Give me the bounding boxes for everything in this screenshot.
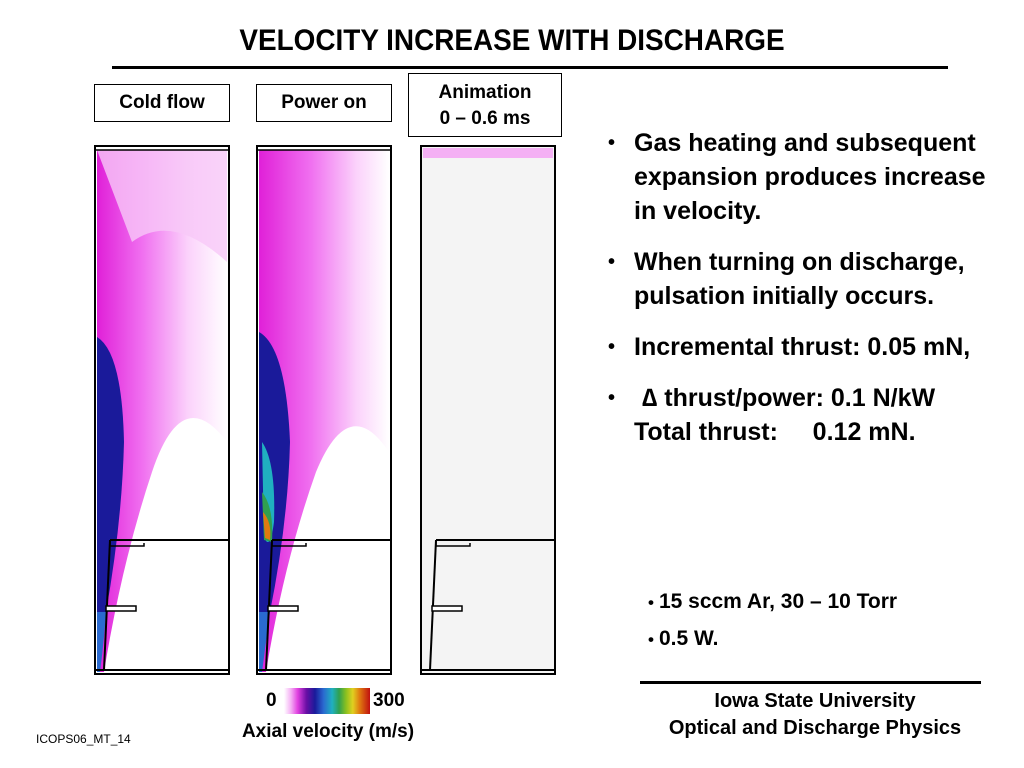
sub-bullet-dot: • — [648, 630, 654, 649]
slide-id: ICOPS06_MT_14 — [36, 732, 131, 746]
animation-nozzle-wall — [429, 539, 437, 671]
power-on-nozzle-wall — [265, 539, 273, 671]
bullet-item: • Incremental thrust: 0.05 mN, — [608, 330, 1008, 364]
cold-flow-core-tip — [97, 612, 106, 672]
cold-flow-electrode — [105, 605, 137, 612]
title-underline — [112, 66, 948, 69]
cold-flow-panel — [94, 145, 230, 675]
animation-panel[interactable] — [418, 142, 558, 680]
animation-electrode — [431, 605, 463, 612]
footer-rule — [640, 681, 981, 684]
bullet-dot: • — [608, 387, 616, 409]
sub-bullet-text: 15 sccm Ar, 30 – 10 Torr — [658, 590, 898, 613]
sub-bullet-1: • 15 sccm Ar, 30 – 10 Torr — [648, 590, 897, 614]
animation-frame — [420, 145, 556, 675]
bullet-dot: • — [608, 132, 616, 154]
power-on-label-text: Power on — [281, 92, 367, 113]
power-on-orange-band — [263, 512, 271, 540]
bullet-list: • Gas heating and subsequent expansion p… — [608, 126, 1008, 466]
total-thrust-line: Total thrust: 0.12 mN. — [634, 418, 916, 446]
cold-flow-label: Cold flow — [94, 84, 230, 122]
colorbar-max: 300 — [373, 690, 405, 711]
cold-flow-nozzle-wall — [103, 539, 111, 671]
colorbar-min: 0 — [266, 690, 277, 711]
bullet-text: Incremental thrust: 0.05 mN, — [634, 333, 971, 361]
cold-flow-outline — [94, 145, 230, 675]
sub-bullet-dot: • — [648, 593, 654, 612]
power-on-plume — [259, 150, 389, 672]
power-on-core — [259, 332, 290, 612]
power-on-electrode — [267, 605, 299, 612]
bullet-item: • Gas heating and subsequent expansion p… — [608, 126, 1008, 228]
cold-flow-top-region — [97, 150, 227, 262]
bullet-text: When turning on discharge, pulsation ini… — [634, 248, 965, 310]
bullet-item: • When turning on discharge, pulsation i… — [608, 245, 1008, 313]
cold-flow-label-text: Cold flow — [119, 92, 205, 113]
colorbar — [284, 688, 370, 714]
delta-thrust-line: ∆ thrust/power: 0.1 N/kW — [642, 384, 936, 412]
animation-label-line1: Animation — [438, 82, 532, 103]
animation-label: Animation 0 – 0.6 ms — [408, 73, 562, 137]
bullet-item: • ∆ thrust/power: 0.1 N/kW Total thrust:… — [608, 381, 1008, 449]
power-on-label: Power on — [256, 84, 392, 122]
bullet-text: Gas heating and subsequent expansion pro… — [634, 129, 986, 225]
bullet-dot: • — [608, 251, 616, 273]
cold-flow-plume — [97, 150, 227, 672]
colorbar-axis-label: Axial velocity (m/s) — [241, 721, 415, 742]
animation-top-strip — [423, 148, 553, 158]
animation-label-line2: 0 – 0.6 ms — [439, 108, 531, 129]
slide-title: VELOCITY INCREASE WITH DISCHARGE — [239, 24, 785, 57]
footer-group: Optical and Discharge Physics — [668, 717, 962, 739]
cold-flow-core — [97, 337, 124, 612]
power-on-outline — [256, 145, 392, 675]
bullet-dot: • — [608, 336, 616, 358]
sub-bullet-text: 0.5 W. — [658, 627, 719, 650]
footer-university: Iowa State University — [714, 690, 916, 712]
sub-bullet-2: • 0.5 W. — [648, 627, 718, 651]
power-on-panel — [256, 145, 392, 675]
